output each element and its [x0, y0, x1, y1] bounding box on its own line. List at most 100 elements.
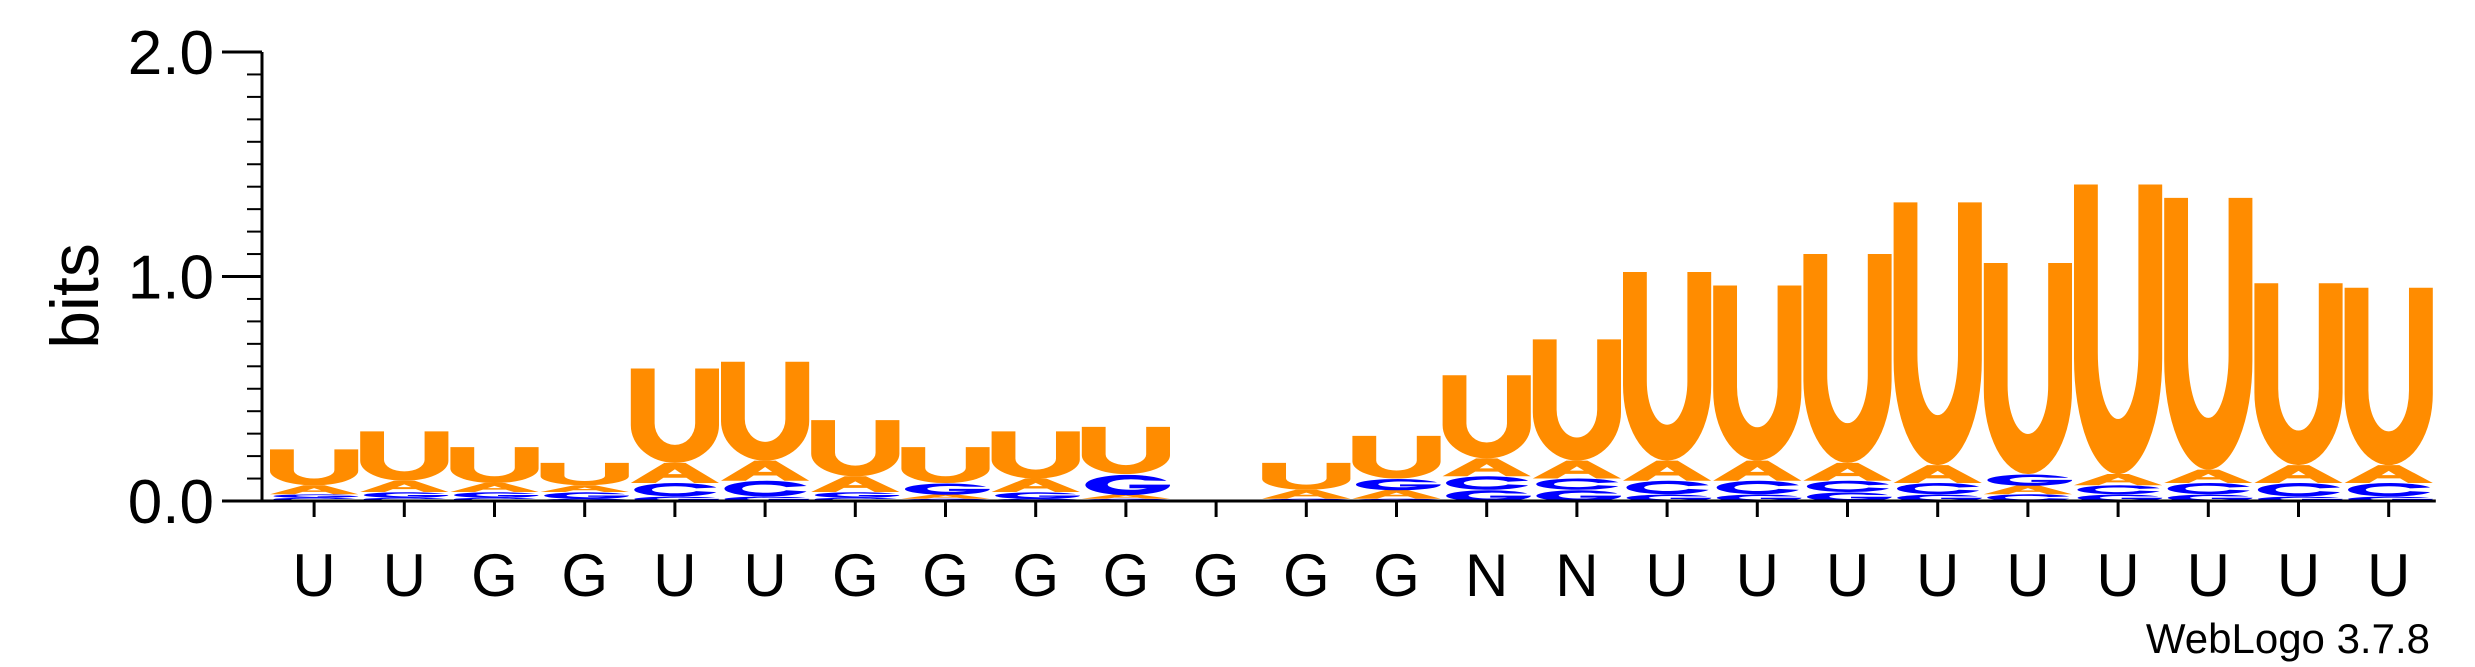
letter-C [1536, 478, 1619, 490]
logo-column [1262, 462, 1351, 501]
letter-G [1806, 492, 1892, 502]
x-tick-label: N [1465, 542, 1508, 609]
logo-column [360, 431, 449, 501]
letter-A [1532, 460, 1621, 479]
letter-A [901, 494, 990, 499]
letter-U [1713, 285, 1802, 461]
y-tick-label: 1.0 [128, 244, 214, 313]
letter-A [540, 485, 629, 493]
x-tick-label: U [292, 542, 335, 609]
logo-column [811, 420, 900, 501]
letter-C [1897, 483, 1980, 495]
letter-U [991, 431, 1080, 479]
letter-G [1446, 490, 1531, 502]
letter-A [1081, 494, 1170, 499]
x-tick-label: G [1103, 542, 1150, 609]
letter-A [360, 480, 449, 493]
letter-A [450, 483, 539, 493]
x-tick-label: G [832, 542, 879, 609]
letter-U [1081, 426, 1170, 475]
letter-C [1716, 480, 1799, 495]
letter-U [811, 420, 900, 477]
logo-column [1532, 339, 1622, 502]
logo-column [721, 361, 810, 502]
x-tick-label: U [1826, 542, 1869, 609]
weblogo-credit: WebLogo 3.7.8 [2146, 615, 2430, 662]
logo-column [270, 449, 359, 501]
x-tick-label: G [471, 542, 518, 609]
x-tick-label: U [743, 542, 786, 609]
x-tick-label: U [2187, 542, 2230, 609]
logo-column [1713, 285, 1802, 502]
letter-G [904, 483, 990, 495]
letter-C [2077, 485, 2160, 495]
letter-U [450, 447, 539, 484]
letter-G [273, 494, 359, 498]
logo-column [2074, 184, 2163, 502]
letter-U [540, 462, 629, 486]
logo-column [1442, 375, 1531, 502]
logo-column [1352, 435, 1441, 501]
letter-G [814, 492, 900, 498]
letter-U [360, 431, 449, 481]
letter-C [2348, 483, 2431, 497]
x-tick-label: U [653, 542, 696, 609]
letter-C [1806, 480, 1889, 493]
logo-column [450, 447, 539, 501]
x-tick-label: U [2367, 542, 2410, 609]
letter-A [1983, 485, 2072, 495]
letter-A [2074, 474, 2163, 486]
letter-C [1626, 480, 1709, 495]
letter-A [1713, 460, 1802, 481]
y-axis-label: bits [37, 243, 113, 349]
letter-U [1623, 272, 1712, 461]
letter-G [995, 492, 1080, 500]
x-tick-label: G [1373, 542, 1420, 609]
logo-column [991, 431, 1080, 501]
letter-A [1262, 489, 1351, 499]
letter-U [2164, 197, 2253, 470]
y-axis: 0.0 1.0 2.0 [128, 19, 264, 537]
logo-column [2254, 283, 2343, 502]
letter-U [630, 368, 719, 463]
logo-column [1623, 272, 1712, 502]
letter-G [453, 492, 539, 498]
logo-column [540, 462, 629, 501]
letter-U [1532, 339, 1621, 461]
letter-G [544, 492, 629, 500]
logo-column [2164, 197, 2253, 502]
letter-A [2164, 469, 2253, 484]
letter-A [811, 476, 900, 493]
x-tick-label: U [2277, 542, 2320, 609]
letter-A [1352, 489, 1441, 499]
letter-U [2254, 283, 2343, 466]
letter-A [1893, 465, 1982, 484]
x-tick-label: N [1555, 542, 1598, 609]
letter-C [1987, 494, 2070, 501]
x-tick-label: G [1283, 542, 1330, 609]
letter-G [1085, 474, 1171, 496]
logo-column [1803, 254, 1892, 502]
x-tick-label: U [2096, 542, 2139, 609]
letter-U [1262, 462, 1351, 490]
letter-C [724, 480, 807, 497]
letter-A [1442, 458, 1531, 477]
letter-G [1987, 474, 2073, 486]
x-tick-label: U [1736, 542, 1779, 609]
letter-A [1623, 460, 1712, 481]
x-tick-label: G [922, 542, 969, 609]
letter-A [2344, 465, 2433, 484]
y-tick-label: 2.0 [128, 19, 214, 88]
letter-U [270, 449, 359, 486]
x-tick-label: G [1193, 542, 1240, 609]
letter-U [2344, 287, 2433, 466]
letter-C [1446, 476, 1529, 490]
logo-column [901, 447, 990, 501]
letter-U [721, 361, 810, 461]
letter-U [1442, 375, 1531, 459]
letter-stacks [270, 184, 2433, 502]
logo-column [1081, 426, 1171, 501]
letter-A [721, 460, 810, 481]
